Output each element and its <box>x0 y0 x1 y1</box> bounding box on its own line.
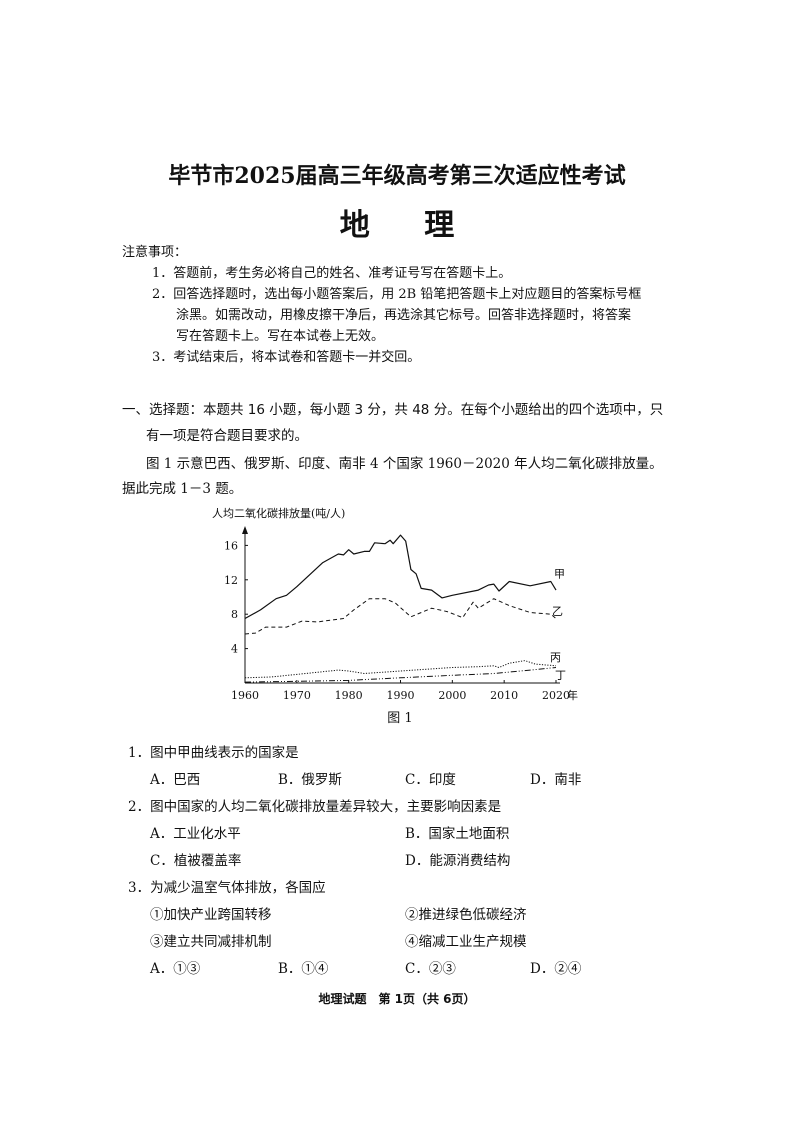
series-label: 丁 <box>555 669 566 682</box>
series-line-3 <box>244 660 557 679</box>
co2-chart: 人均二氧化碳排放量(吨/人) 1960 1970 1980 1990 2000 2010 2… <box>212 506 578 726</box>
answer-option: D．南非 <box>530 772 582 788</box>
question-stem: 3．为减少温室气体排放，各国应 <box>128 880 326 896</box>
answer-option: C．植被覆盖率 <box>150 853 242 869</box>
answer-option: A．①③ <box>150 961 201 977</box>
x-tick-label: 2020 <box>542 689 570 702</box>
statement-item: ②推进绿色低碳经济 <box>405 907 527 923</box>
page-footer: 地理试题 第 1页（共 6页） <box>318 992 476 1006</box>
y-tick-label: 16 <box>224 539 238 552</box>
x-tick-label: 2010 <box>490 689 518 702</box>
answer-option: B．①④ <box>278 961 329 977</box>
statement-item: ④缩减工业生产规模 <box>405 934 527 950</box>
intro-text: 图 1 示意巴西、俄罗斯、印度、南非 4 个国家 1960－2020 年人均二氧… <box>146 456 663 472</box>
y-tick-label: 8 <box>231 608 238 621</box>
series-label: 乙 <box>552 605 563 618</box>
x-tick-label: 1970 <box>283 689 311 702</box>
answer-option: D．能源消费结构 <box>405 853 511 869</box>
answer-option: B．国家土地面积 <box>405 826 510 842</box>
notice-item: 1．答题前，考生务必将自己的姓名、准考证号写在答题卡上。 <box>152 266 512 281</box>
x-axis-unit: 年 <box>567 688 578 702</box>
notice-item: 涂黑。如需改动，用橡皮擦干净后，再选涂其它标号。回答非选择题时，将答案 <box>176 308 632 323</box>
statement-item: ③建立共同减排机制 <box>150 934 272 950</box>
x-tick-label: 1960 <box>231 689 259 702</box>
question-stem: 2．图中国家的人均二氧化碳排放量差异较大，主要影响因素是 <box>128 799 502 815</box>
question-stem: 1．图中甲曲线表示的国家是 <box>128 745 299 761</box>
x-tick-label: 2000 <box>438 689 466 702</box>
y-tick-label: 12 <box>224 574 238 587</box>
y-axis-arrow <box>242 526 248 534</box>
y-tick-label: 4 <box>231 643 238 656</box>
answer-option: D．②④ <box>530 961 582 977</box>
answer-option: B．俄罗斯 <box>278 772 342 788</box>
notice-heading: 注意事项： <box>122 245 188 260</box>
answer-option: C．②③ <box>405 961 456 977</box>
section-heading: 一、选择题：本题共 16 小题，每小题 3 分，共 48 分。在每个小题给出的四… <box>122 402 664 418</box>
answer-option: A．巴西 <box>150 772 201 788</box>
subject-title: 地 理 <box>339 208 477 243</box>
figure-caption: 图 1 <box>387 711 412 726</box>
series-line-4 <box>244 667 557 683</box>
exam-title: 毕节市2025届高三年级高考第三次适应性考试 <box>168 163 626 189</box>
intro-text-cont: 据此完成 1－3 题。 <box>122 481 243 497</box>
series-label: 甲 <box>554 568 565 581</box>
series-line-1 <box>244 534 557 620</box>
answer-option: C．印度 <box>405 772 456 788</box>
x-tick-label: 1980 <box>335 689 363 702</box>
series-label: 丙 <box>550 651 561 664</box>
section-heading-cont: 有一项是符合题目要求的。 <box>146 428 308 444</box>
series-line-2 <box>244 598 557 635</box>
notice-item: 3．考试结束后，将本试卷和答题卡一并交回。 <box>152 350 421 365</box>
statement-item: ①加快产业跨国转移 <box>150 907 272 923</box>
answer-option: A．工业化水平 <box>150 826 241 842</box>
notice-item: 2．回答选择题时，选出每小题答案后，用 2B 铅笔把答题卡上对应题目的答案标号框 <box>152 287 642 302</box>
x-tick-label: 1990 <box>387 689 415 702</box>
notice-item: 写在答题卡上。写在本试卷上无效。 <box>176 329 385 344</box>
y-axis-label: 人均二氧化碳排放量(吨/人) <box>212 506 345 520</box>
